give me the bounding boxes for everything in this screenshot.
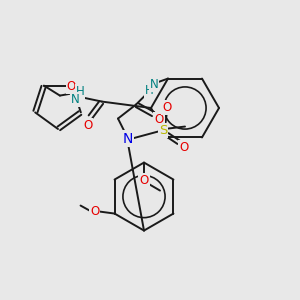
Text: N: N <box>123 132 133 145</box>
Text: S: S <box>159 124 167 137</box>
Text: H: H <box>76 85 84 98</box>
Text: O: O <box>154 113 164 126</box>
Text: O: O <box>162 101 172 114</box>
Text: N: N <box>150 78 158 91</box>
Text: H: H <box>145 84 153 97</box>
Text: N: N <box>70 93 79 106</box>
Text: O: O <box>90 205 99 218</box>
Text: O: O <box>140 174 148 187</box>
Text: O: O <box>179 141 189 154</box>
Text: O: O <box>67 80 76 93</box>
Text: O: O <box>83 119 92 132</box>
